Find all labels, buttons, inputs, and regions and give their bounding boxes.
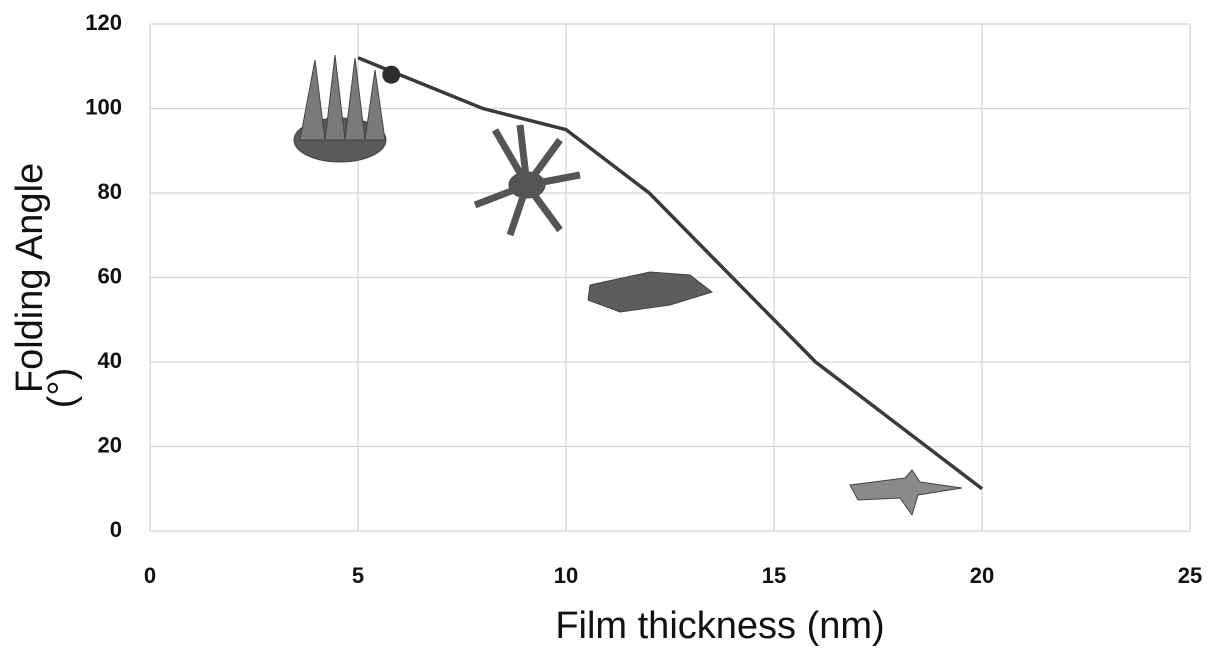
x-tick-label: 10 — [554, 563, 578, 588]
y-tick-label: 100 — [85, 94, 122, 119]
y-tick-label: 80 — [98, 179, 122, 204]
y-tick-label: 20 — [98, 432, 122, 457]
y-tick-label: 120 — [85, 10, 122, 35]
x-tick-label: 15 — [762, 563, 786, 588]
y-tick-label: 40 — [98, 348, 122, 373]
point-marker — [382, 66, 400, 84]
y-tick-label: 0 — [110, 517, 122, 542]
x-tick-label: 20 — [970, 563, 994, 588]
x-tick-label: 0 — [144, 563, 156, 588]
y-tick-label: 60 — [98, 263, 122, 288]
x-tick-label: 25 — [1178, 563, 1202, 588]
shape-spikes — [300, 55, 385, 140]
shape-flat — [850, 470, 962, 515]
x-axis-label: Film thickness (nm) — [555, 605, 884, 647]
y-axis-label: Folding Angle — [9, 163, 51, 393]
x-tick-label: 5 — [352, 563, 364, 588]
chart: Film thickness (nm) Folding Angle (°) 0 2… — [0, 0, 1222, 657]
y-axis-label: (°) — [41, 368, 83, 409]
shape-claw-arms — [475, 125, 580, 235]
